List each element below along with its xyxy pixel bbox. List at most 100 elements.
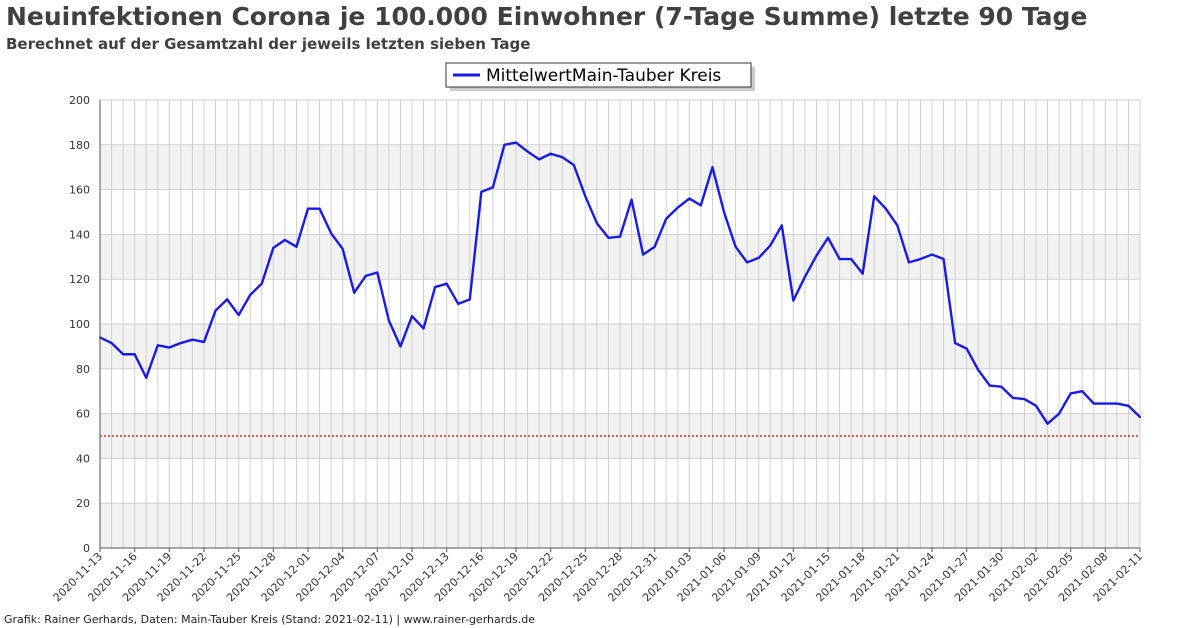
data-point (1104, 402, 1107, 405)
y-tick-label: 40 (76, 452, 90, 465)
data-point (711, 166, 714, 169)
x-tick-labels: 2020-11-132020-11-162020-11-192020-11-22… (51, 548, 1145, 604)
y-tick-label: 180 (69, 139, 90, 152)
y-tick-label: 60 (76, 408, 90, 421)
data-point (595, 222, 598, 225)
data-point (630, 198, 633, 201)
data-point (122, 353, 125, 356)
data-point (538, 158, 541, 161)
data-point (746, 261, 749, 264)
data-point (792, 299, 795, 302)
data-point (607, 236, 610, 239)
data-point (896, 224, 899, 227)
y-tick-label: 20 (76, 497, 90, 510)
data-point (1046, 422, 1049, 425)
data-point (168, 346, 171, 349)
data-point (260, 282, 263, 285)
data-point (642, 253, 645, 256)
data-point (954, 341, 957, 345)
series-group (98, 141, 1142, 425)
data-point (838, 257, 841, 261)
data-point (283, 238, 286, 242)
data-point (653, 245, 656, 248)
y-tick-label: 100 (69, 318, 90, 331)
data-point (757, 256, 760, 260)
data-point (572, 163, 575, 167)
data-point (1034, 404, 1038, 407)
data-point (387, 319, 390, 322)
data-point (826, 236, 830, 239)
data-point (1081, 390, 1084, 393)
data-point (977, 368, 980, 372)
data-point (549, 152, 552, 155)
data-point (364, 274, 367, 277)
y-tick-label: 160 (69, 184, 90, 197)
y-tick-labels: 0 20 40 60 80 100 120 140 160 180 200 (69, 94, 90, 555)
data-point (850, 257, 853, 261)
data-point (191, 338, 194, 341)
data-point (133, 353, 136, 356)
footer-credit: Grafik: Rainer Gerhards, Daten: Main-Tau… (4, 613, 536, 626)
data-point (295, 245, 298, 248)
data-point (930, 253, 934, 256)
data-point (722, 210, 726, 214)
data-point (353, 291, 356, 294)
data-point (503, 143, 506, 146)
y-tick-label: 140 (69, 228, 90, 241)
data-point (514, 141, 518, 144)
data-point (410, 315, 414, 318)
data-point (249, 293, 252, 296)
y-tick-label: 0 (83, 542, 90, 555)
chart-subtitle: Berechnet auf der Gesamtzahl der jeweils… (6, 35, 531, 53)
data-point (226, 298, 229, 301)
data-point (272, 246, 275, 249)
data-point (988, 384, 991, 387)
data-point (306, 207, 310, 210)
y-tick-label: 200 (69, 94, 90, 107)
data-point (780, 224, 783, 227)
data-point (815, 254, 818, 257)
data-point (145, 376, 148, 379)
data-point (434, 285, 437, 289)
data-point (699, 204, 702, 207)
data-point (884, 207, 887, 210)
data-point (399, 345, 402, 348)
y-tick-label: 80 (76, 363, 90, 376)
data-point (665, 217, 668, 220)
data-point (457, 302, 460, 305)
data-point (1138, 415, 1142, 419)
data-point (688, 197, 691, 200)
data-point (445, 282, 448, 285)
data-point (202, 340, 206, 344)
data-point (561, 156, 564, 159)
data-point (330, 232, 333, 235)
data-point (341, 247, 344, 251)
data-point (919, 257, 922, 261)
data-point (618, 235, 622, 238)
data-point (110, 341, 113, 345)
data-point (526, 150, 529, 153)
data-point (1092, 402, 1095, 405)
data-point (803, 275, 806, 279)
data-point (376, 271, 379, 274)
data-point (1058, 412, 1061, 415)
data-point (861, 272, 864, 275)
data-point (318, 207, 321, 210)
data-point (480, 190, 483, 193)
data-point (584, 195, 587, 198)
data-point (907, 261, 910, 264)
data-point (1011, 396, 1014, 400)
data-point (1023, 397, 1026, 401)
legend-label: MittelwertMain-Tauber Kreis (486, 66, 721, 86)
y-tick-label: 120 (69, 273, 90, 286)
data-point (1000, 385, 1003, 388)
legend-box (445, 62, 752, 88)
data-point (214, 309, 217, 312)
data-point (468, 298, 471, 301)
data-point (237, 313, 240, 317)
data-point (873, 195, 876, 198)
data-point (965, 347, 968, 350)
data-point (1069, 392, 1072, 395)
data-point (422, 327, 425, 330)
